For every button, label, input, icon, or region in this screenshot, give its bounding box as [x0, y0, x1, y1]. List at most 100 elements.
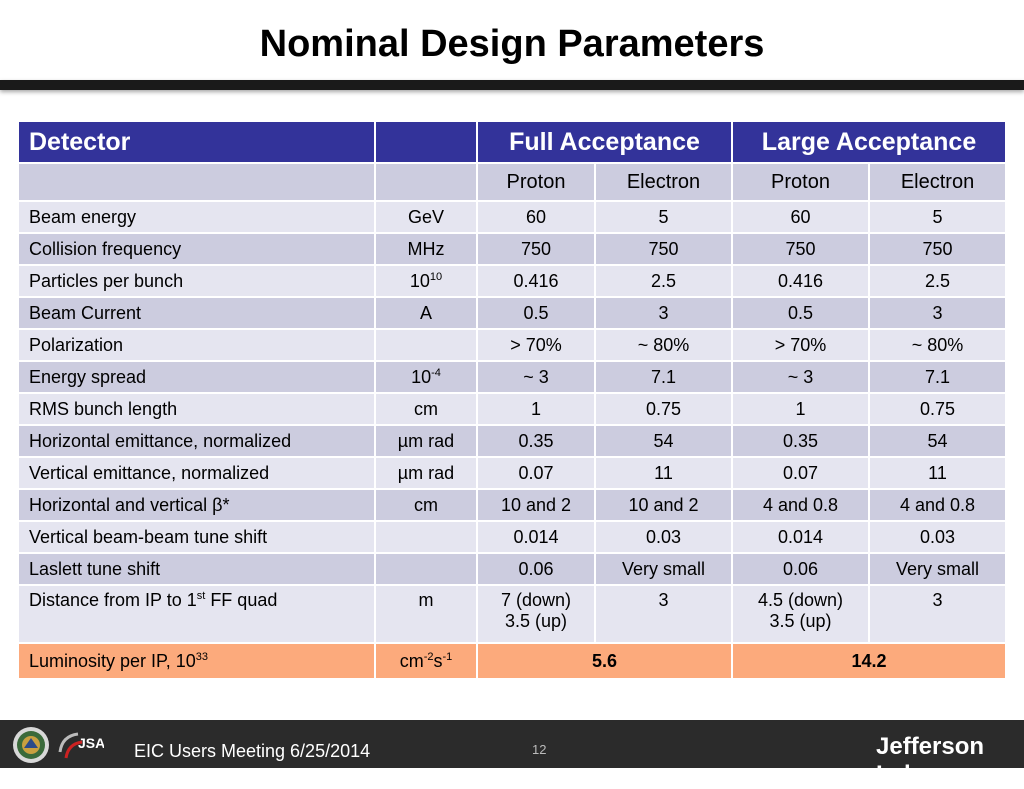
cell-large-electron: 7.1: [868, 360, 1008, 394]
cell-full-electron: 2.5: [593, 264, 734, 298]
label-sup: 33: [195, 650, 209, 663]
row-label: Horizontal emittance, normalized: [17, 424, 376, 458]
cell-large-electron: Very small: [868, 552, 1008, 586]
cell-full-luminosity: 5.6: [475, 642, 734, 680]
cell-full-proton: > 70%: [476, 328, 596, 362]
cell-full-electron: 5: [593, 200, 734, 234]
unit-cm: cm: [399, 650, 424, 671]
jsa-logo-text: JSA: [78, 735, 104, 751]
cell-large-proton: 0.416: [731, 264, 871, 298]
row-unit: A: [374, 296, 478, 330]
label-text: Luminosity per IP, 10: [29, 650, 196, 671]
title-divider: [0, 80, 1024, 90]
table-row: Vertical emittance, normalized µm rad 0.…: [17, 456, 1008, 490]
cell-large-proton: 0.014: [731, 520, 871, 554]
row-label: Vertical emittance, normalized: [17, 456, 376, 490]
cell-full-electron: Very small: [593, 552, 734, 586]
subheader-full-proton: Proton: [476, 162, 596, 202]
row-label: Polarization: [17, 328, 376, 362]
cell-large-proton: > 70%: [731, 328, 871, 362]
cell-large-electron: 3: [868, 584, 1008, 644]
cell-large-electron: 3: [868, 296, 1008, 330]
subheader-large-proton: Proton: [731, 162, 871, 202]
cell-full-proton: 0.06: [476, 552, 596, 586]
row-unit: µm rad: [374, 424, 478, 458]
cell-full-proton: 750: [476, 232, 596, 266]
cell-full-proton: 0.35: [476, 424, 596, 458]
cell-full-electron: 10 and 2: [593, 488, 734, 522]
cell-large-electron: 750: [868, 232, 1008, 266]
value-line-2: 3.5 (up): [504, 611, 568, 631]
table-row: Energy spread 10-4 ~ 3 7.1 ~ 3 7.1: [17, 360, 1008, 394]
row-label: Luminosity per IP, 1033: [17, 642, 376, 680]
cell-full-proton: 60: [476, 200, 596, 234]
cell-full-proton: 1: [476, 392, 596, 426]
row-label: Horizontal and vertical β*: [17, 488, 376, 522]
cell-full-electron: 750: [593, 232, 734, 266]
jsa-logo: JSA: [58, 732, 104, 759]
subheader-empty-unit: [374, 162, 478, 202]
row-unit: m: [374, 584, 478, 644]
row-unit: MHz: [374, 232, 478, 266]
subheader-large-electron: Electron: [868, 162, 1008, 202]
row-label: Collision frequency: [17, 232, 376, 266]
page-number: 12: [532, 742, 547, 757]
row-unit: 1010: [374, 264, 478, 298]
label-text: Distance from IP to 1: [29, 590, 197, 610]
cell-full-proton: 7 (down) 3.5 (up): [476, 584, 596, 644]
unit-s-exponent: -1: [442, 650, 453, 663]
table-row: Beam energy GeV 60 5 60 5: [17, 200, 1008, 234]
value-line-1: 7 (down): [500, 590, 572, 610]
cell-large-proton: 0.06: [731, 552, 871, 586]
cell-large-proton: 750: [731, 232, 871, 266]
cell-large-proton: ~ 3: [731, 360, 871, 394]
cell-large-proton: 0.35: [731, 424, 871, 458]
row-unit: cm-2s-1: [374, 642, 478, 680]
subheader-empty-label: [17, 162, 376, 202]
label-text-end: FF quad: [205, 590, 278, 610]
cell-large-electron: 11: [868, 456, 1008, 490]
unit-cm-exponent: -2: [423, 650, 434, 663]
row-label: Vertical beam-beam tune shift: [17, 520, 376, 554]
cell-full-electron: 3: [593, 584, 734, 644]
doe-seal-logo: [13, 727, 49, 763]
header-unit: [374, 120, 478, 164]
cell-large-electron: 2.5: [868, 264, 1008, 298]
cell-large-electron: ~ 80%: [868, 328, 1008, 362]
row-label: RMS bunch length: [17, 392, 376, 426]
row-unit: [374, 328, 478, 362]
subheader-full-electron: Electron: [593, 162, 734, 202]
table-row: Vertical beam-beam tune shift 0.014 0.03…: [17, 520, 1008, 554]
table-row-luminosity: Luminosity per IP, 1033 cm-2s-1 5.6 14.2: [17, 642, 1008, 680]
row-label: Particles per bunch: [17, 264, 376, 298]
cell-full-proton: ~ 3: [476, 360, 596, 394]
footer-meeting-text: EIC Users Meeting 6/25/2014: [134, 741, 371, 761]
cell-large-proton: 4 and 0.8: [731, 488, 871, 522]
cell-full-electron: ~ 80%: [593, 328, 734, 362]
unit-base: 10: [409, 270, 430, 291]
cell-full-electron: 54: [593, 424, 734, 458]
row-label: Laslett tune shift: [17, 552, 376, 586]
cell-full-electron: 7.1: [593, 360, 734, 394]
cell-full-proton: 0.07: [476, 456, 596, 490]
cell-large-luminosity: 14.2: [731, 642, 1008, 680]
row-unit: GeV: [374, 200, 478, 234]
row-unit: µm rad: [374, 456, 478, 490]
cell-full-proton: 10 and 2: [476, 488, 596, 522]
cell-large-electron: 0.03: [868, 520, 1008, 554]
label-sup: st: [196, 590, 206, 602]
value-line-1: 4.5 (down): [757, 590, 844, 610]
parameters-table: Detector Full Acceptance Large Acceptanc…: [17, 120, 1008, 680]
cell-large-electron: 0.75: [868, 392, 1008, 426]
cell-full-proton: 0.416: [476, 264, 596, 298]
table-row: Particles per bunch 1010 0.416 2.5 0.416…: [17, 264, 1008, 298]
footer-bar: [0, 720, 1024, 768]
cell-full-proton: 0.014: [476, 520, 596, 554]
row-unit: [374, 520, 478, 554]
table-row: Polarization > 70% ~ 80% > 70% ~ 80%: [17, 328, 1008, 362]
row-unit: cm: [374, 392, 478, 426]
row-label: Distance from IP to 1st FF quad: [17, 584, 376, 644]
unit-exponent: -4: [431, 366, 441, 379]
jefferson-lab-logo: Jefferson Lab: [876, 733, 985, 788]
unit-base: 10: [411, 366, 432, 387]
